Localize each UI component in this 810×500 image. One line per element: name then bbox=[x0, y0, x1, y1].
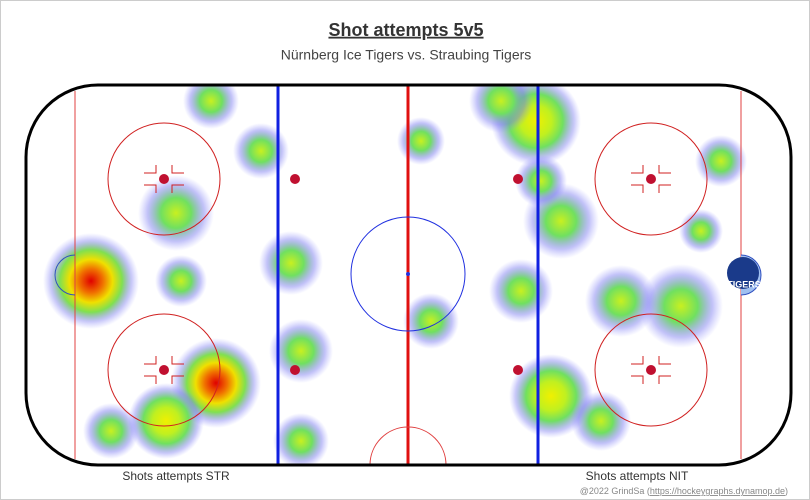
subtitle: Nürnberg Ice Tigers vs. Straubing Tigers bbox=[281, 47, 532, 63]
left-label: Shots attempts STR bbox=[122, 469, 230, 483]
credit-prefix: @2022 GrindSa ( bbox=[580, 486, 650, 496]
svg-text:TIGERS: TIGERS bbox=[727, 279, 761, 289]
credit: @2022 GrindSa (https://hockeygraphs.dyna… bbox=[580, 486, 788, 496]
right-label: Shots attempts NIT bbox=[586, 469, 689, 483]
heatmap bbox=[43, 85, 747, 465]
credit-suffix: ) bbox=[785, 486, 788, 496]
credit-link[interactable]: https://hockeygraphs.dynamop.de bbox=[650, 486, 785, 496]
team-logo: TIGERS bbox=[727, 257, 761, 289]
title: Shot attempts 5v5 bbox=[328, 20, 483, 40]
